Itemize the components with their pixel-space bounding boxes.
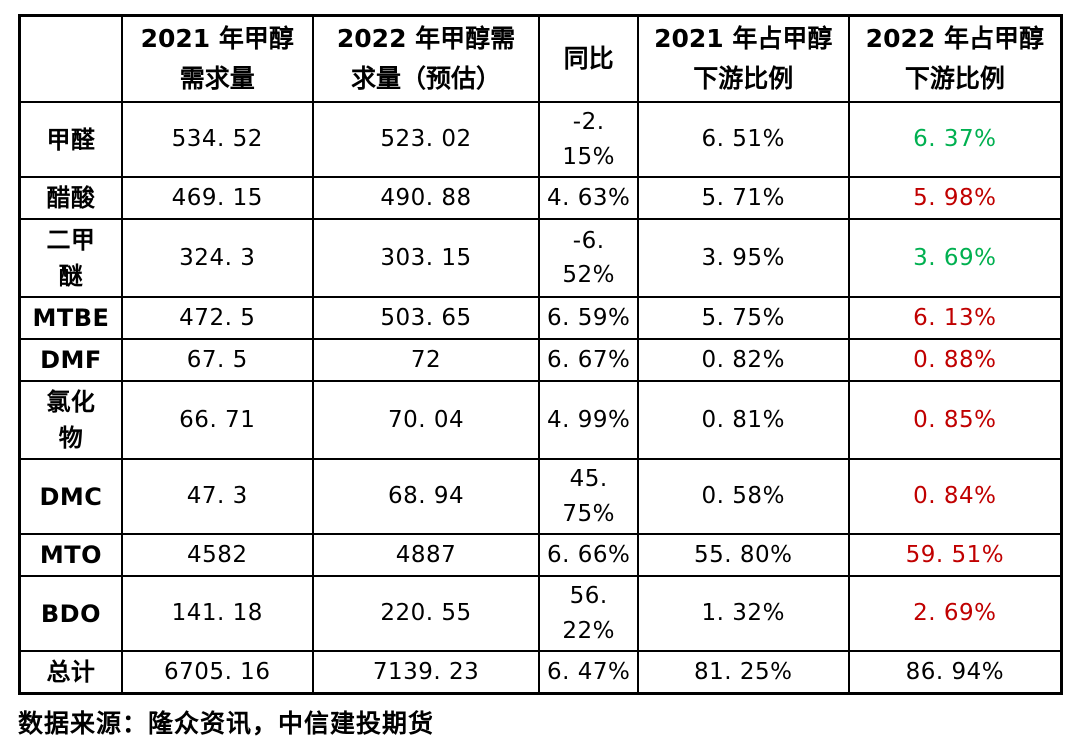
row-label-cell: MTO: [18, 533, 123, 577]
value-cell: 0. 88%: [847, 338, 1063, 382]
value-cell: 7139. 23: [311, 650, 541, 695]
value-cell: 0. 81%: [636, 380, 850, 460]
header-row: 2021 年甲醇 需求量 2022 年甲醇需 求量（预估） 同比 2021 年占…: [18, 14, 1063, 103]
value-cell: 59. 51%: [847, 533, 1063, 577]
row-label-cell: MTBE: [18, 296, 123, 340]
row-label-cell: DMC: [18, 458, 123, 535]
header-2021-downstream-share: 2021 年占甲醇 下游比例: [636, 14, 850, 103]
value-cell: 66. 71: [120, 380, 314, 460]
value-cell: 5. 75%: [636, 296, 850, 340]
value-cell: 324. 3: [120, 218, 314, 298]
value-cell: 2. 69%: [847, 575, 1063, 652]
value-cell: 469. 15: [120, 176, 314, 220]
value-cell: 490. 88: [311, 176, 541, 220]
value-cell: 56. 22%: [538, 575, 639, 652]
value-cell: 6. 37%: [847, 101, 1063, 178]
value-cell: 6705. 16: [120, 650, 314, 695]
table-row: MTO 4582 4887 6. 66% 55. 80% 59. 51%: [18, 533, 1063, 577]
value-cell: 81. 25%: [636, 650, 850, 695]
value-cell: 45. 75%: [538, 458, 639, 535]
row-label-cell: BDO: [18, 575, 123, 652]
value-cell: 68. 94: [311, 458, 541, 535]
methanol-demand-table: 2021 年甲醇 需求量 2022 年甲醇需 求量（预估） 同比 2021 年占…: [18, 14, 1063, 695]
table-body: 甲醛 534. 52 523. 02 -2. 15% 6. 51% 6. 37% 醋酸 469…: [18, 101, 1063, 695]
table-row: 甲醛 534. 52 523. 02 -2. 15% 6. 51% 6. 37%: [18, 101, 1063, 178]
value-cell: 6. 66%: [538, 533, 639, 577]
row-label-cell: 醋酸: [18, 176, 123, 220]
value-cell: 47. 3: [120, 458, 314, 535]
row-label-cell: DMF: [18, 338, 123, 382]
header-2021-demand: 2021 年甲醇 需求量: [120, 14, 314, 103]
value-cell: 72: [311, 338, 541, 382]
value-cell: 6. 47%: [538, 650, 639, 695]
value-cell: 70. 04: [311, 380, 541, 460]
header-2022-demand-estimate: 2022 年甲醇需 求量（预估）: [311, 14, 541, 103]
table-row: DMC 47. 3 68. 94 45. 75% 0. 58% 0. 84%: [18, 458, 1063, 535]
value-cell: 6. 59%: [538, 296, 639, 340]
value-cell: 3. 69%: [847, 218, 1063, 298]
table-row: 氯化 物 66. 71 70. 04 4. 99% 0. 81% 0. 85%: [18, 380, 1063, 460]
row-label-cell: 总计: [18, 650, 123, 695]
value-cell: 503. 65: [311, 296, 541, 340]
value-cell: 86. 94%: [847, 650, 1063, 695]
row-label-cell: 氯化 物: [18, 380, 123, 460]
row-label-cell: 甲醛: [18, 101, 123, 178]
value-cell: 534. 52: [120, 101, 314, 178]
value-cell: 55. 80%: [636, 533, 850, 577]
value-cell: 303. 15: [311, 218, 541, 298]
row-label-cell: 二甲 醚: [18, 218, 123, 298]
table-row: BDO 141. 18 220. 55 56. 22% 1. 32% 2. 69%: [18, 575, 1063, 652]
value-cell: 3. 95%: [636, 218, 850, 298]
value-cell: 141. 18: [120, 575, 314, 652]
value-cell: 523. 02: [311, 101, 541, 178]
header-yoy: 同比: [538, 14, 639, 103]
value-cell: 6. 13%: [847, 296, 1063, 340]
value-cell: -6. 52%: [538, 218, 639, 298]
value-cell: 4. 63%: [538, 176, 639, 220]
value-cell: 220. 55: [311, 575, 541, 652]
header-product: [18, 14, 123, 103]
value-cell: 472. 5: [120, 296, 314, 340]
data-source-note: 数据来源：隆众资讯，中信建投期货: [18, 709, 435, 738]
table-row: 二甲 醚 324. 3 303. 15 -6. 52% 3. 95% 3. 69%: [18, 218, 1063, 298]
value-cell: 67. 5: [120, 338, 314, 382]
value-cell: 6. 51%: [636, 101, 850, 178]
table-header: 2021 年甲醇 需求量 2022 年甲醇需 求量（预估） 同比 2021 年占…: [18, 14, 1063, 103]
table-row: 总计 6705. 16 7139. 23 6. 47% 81. 25% 86. 94%: [18, 650, 1063, 695]
value-cell: 4. 99%: [538, 380, 639, 460]
value-cell: 0. 82%: [636, 338, 850, 382]
value-cell: 0. 84%: [847, 458, 1063, 535]
header-2022-downstream-share: 2022 年占甲醇 下游比例: [847, 14, 1063, 103]
table-row: MTBE 472. 5 503. 65 6. 59% 5. 75% 6. 13%: [18, 296, 1063, 340]
value-cell: 0. 58%: [636, 458, 850, 535]
value-cell: 4887: [311, 533, 541, 577]
value-cell: 6. 67%: [538, 338, 639, 382]
value-cell: -2. 15%: [538, 101, 639, 178]
value-cell: 1. 32%: [636, 575, 850, 652]
value-cell: 5. 98%: [847, 176, 1063, 220]
value-cell: 0. 85%: [847, 380, 1063, 460]
value-cell: 5. 71%: [636, 176, 850, 220]
value-cell: 4582: [120, 533, 314, 577]
table-row: 醋酸 469. 15 490. 88 4. 63% 5. 71% 5. 98%: [18, 176, 1063, 220]
table-row: DMF 67. 5 72 6. 67% 0. 82% 0. 88%: [18, 338, 1063, 382]
